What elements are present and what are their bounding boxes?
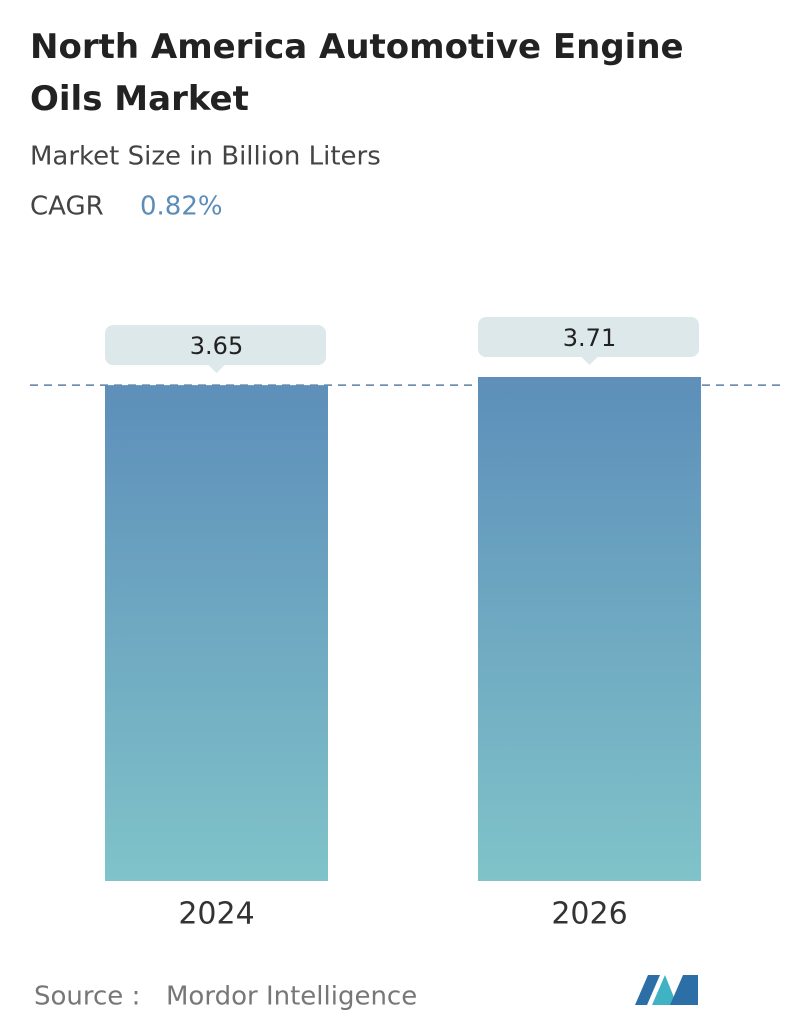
bar bbox=[478, 377, 701, 881]
x-tick-label: 2026 bbox=[551, 897, 627, 932]
source-label: Source : bbox=[34, 982, 140, 1012]
cagr-label: CAGR bbox=[30, 192, 104, 222]
chart-title: North America Automotive Engine Oils Mark… bbox=[30, 27, 684, 119]
value-label: 3.71 bbox=[563, 324, 616, 352]
value-label-box bbox=[478, 317, 699, 357]
cagr-value: 0.82% bbox=[140, 192, 223, 222]
source: Mordor Intelligence bbox=[166, 982, 417, 1012]
value-label-pointer bbox=[208, 365, 225, 374]
bar bbox=[105, 385, 328, 881]
chart-subtitle: Market Size in Billion Liters bbox=[30, 142, 381, 172]
value-label: 3.65 bbox=[190, 332, 243, 360]
value-label-pointer bbox=[581, 357, 598, 365]
value-label-box bbox=[105, 325, 326, 366]
logo bbox=[635, 975, 698, 1005]
x-tick-label: 2024 bbox=[178, 897, 254, 932]
